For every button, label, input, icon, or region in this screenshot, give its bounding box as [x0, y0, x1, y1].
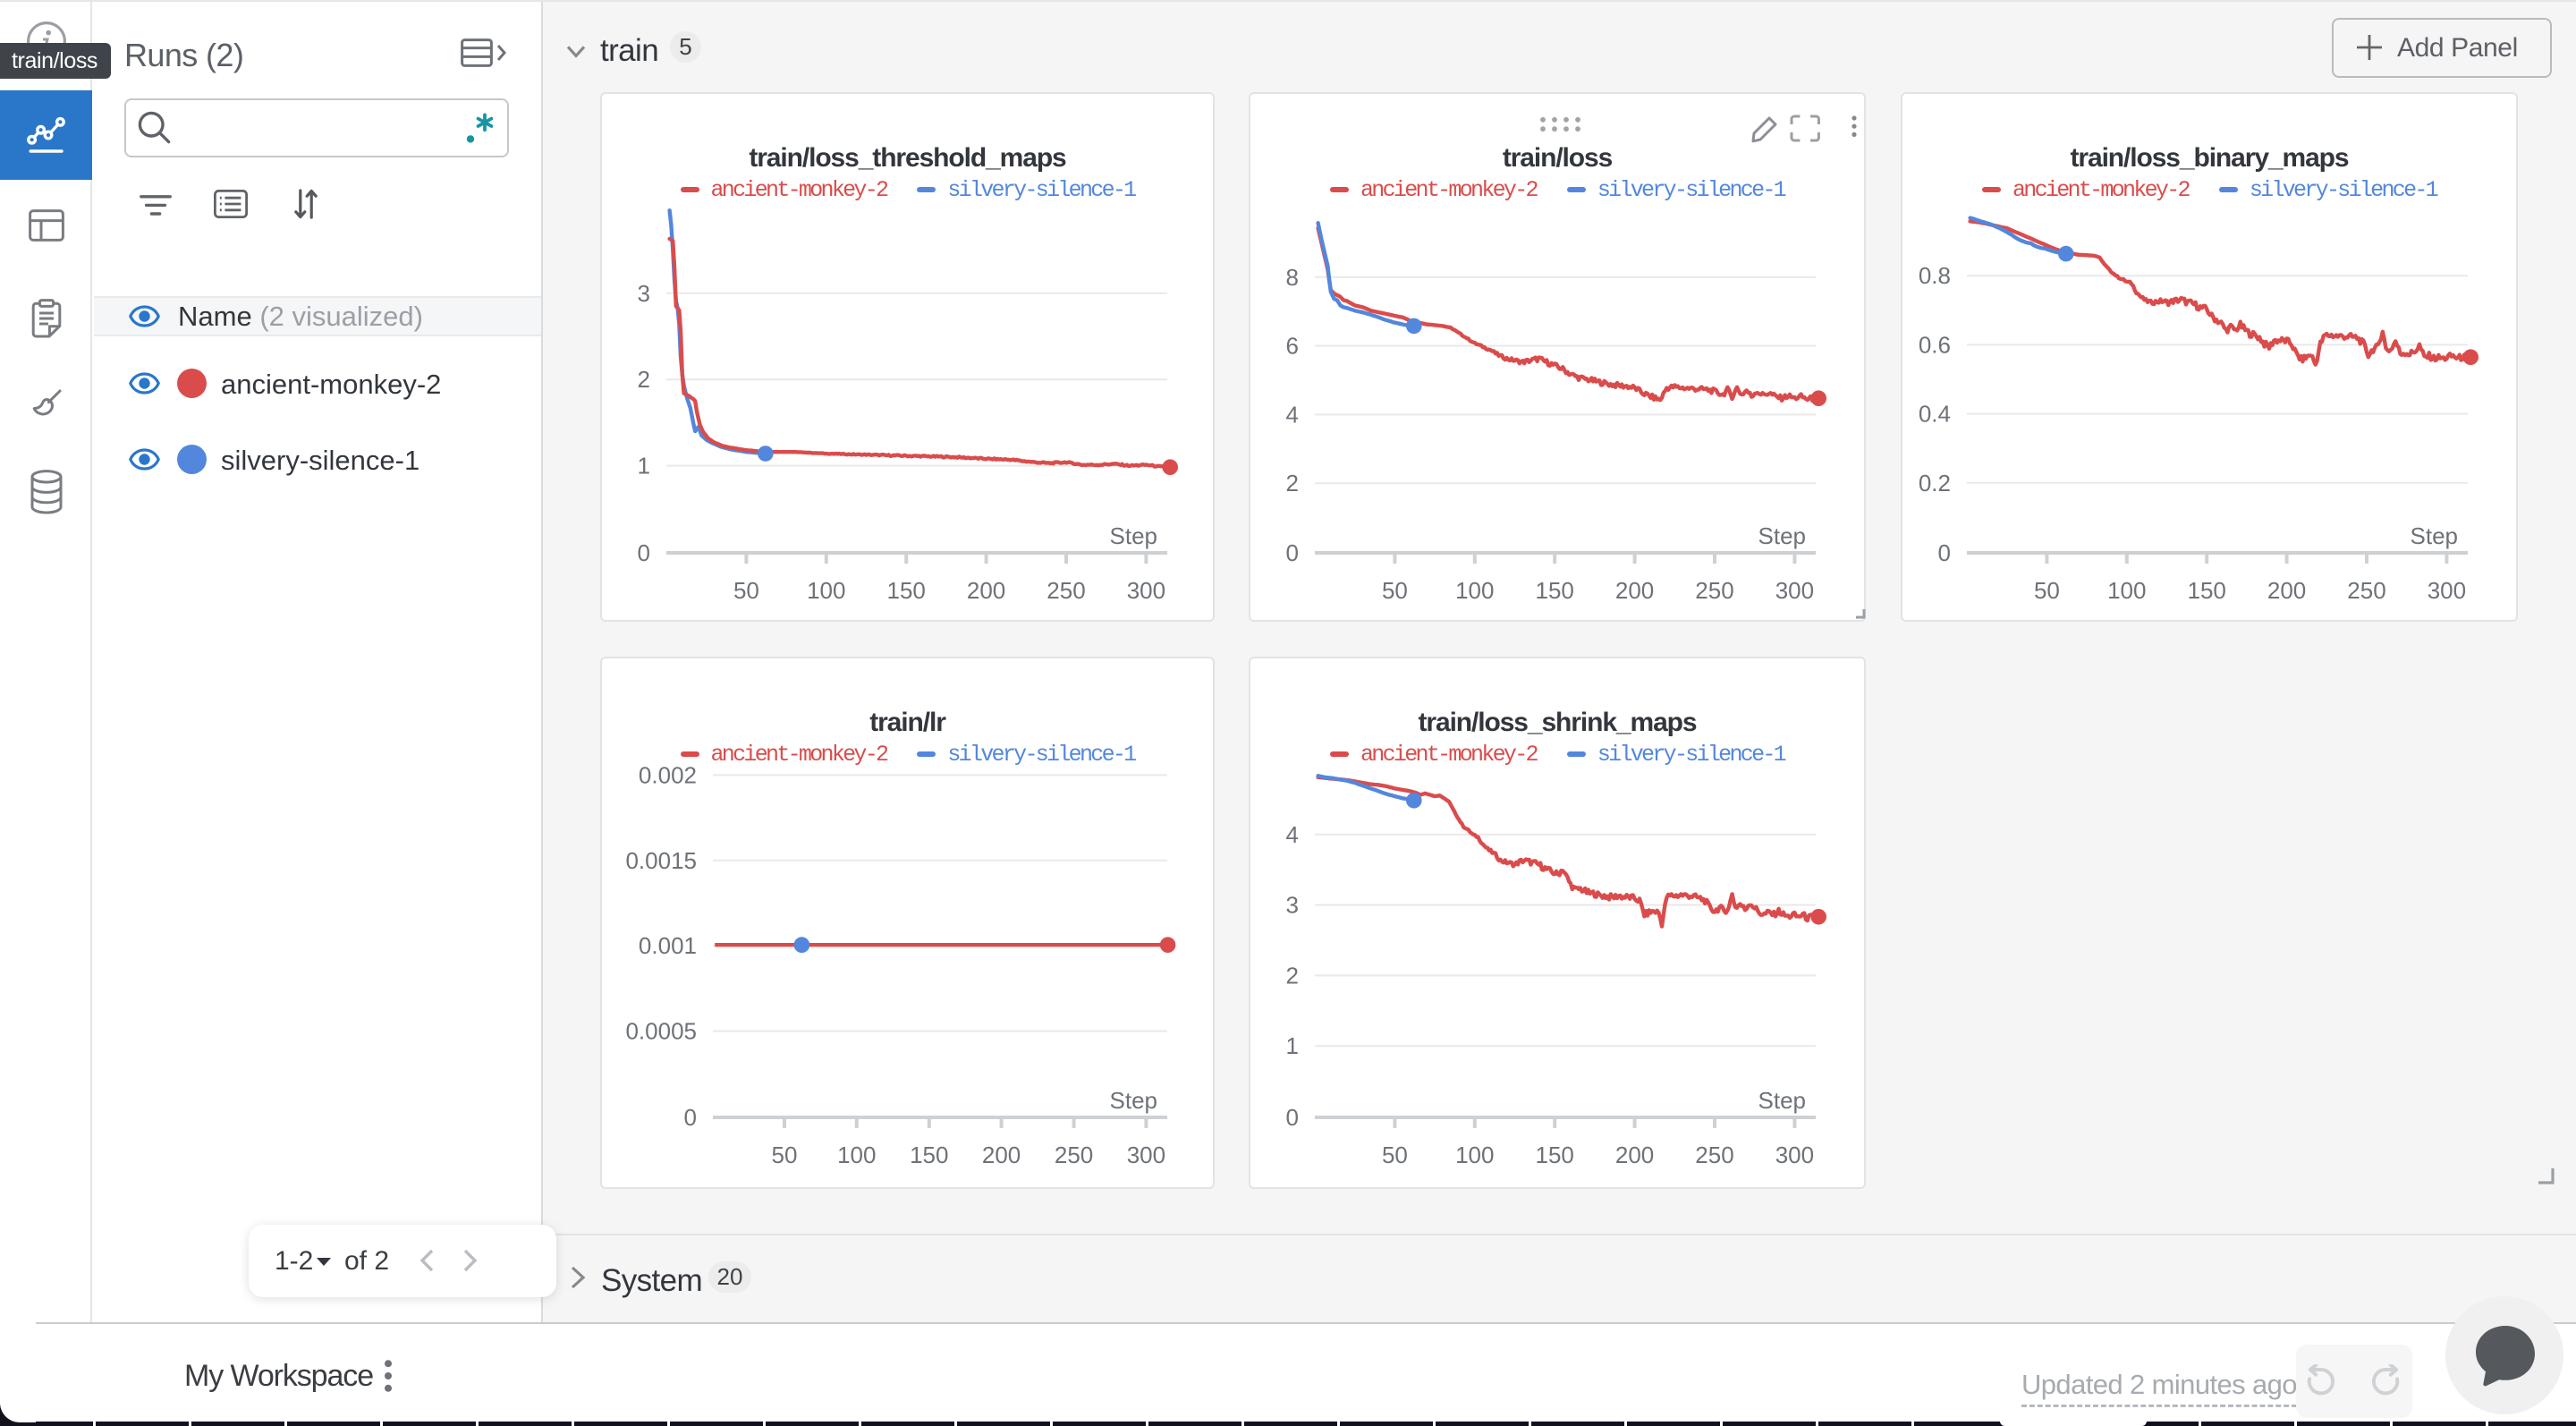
svg-text:Step: Step: [2411, 522, 2459, 549]
svg-text:250: 250: [1055, 1142, 1093, 1168]
svg-text:8: 8: [1286, 264, 1299, 291]
svg-text:250: 250: [2347, 577, 2385, 604]
svg-text:2: 2: [1286, 470, 1299, 497]
svg-text:300: 300: [1775, 1142, 1814, 1168]
svg-text:3: 3: [1286, 892, 1299, 919]
svg-text:Step: Step: [1110, 522, 1158, 549]
svg-text:0.0005: 0.0005: [625, 1018, 697, 1045]
svg-text:0.4: 0.4: [1919, 401, 1951, 428]
svg-text:0.0015: 0.0015: [625, 847, 697, 874]
svg-text:250: 250: [1046, 577, 1085, 604]
svg-text:0: 0: [1286, 539, 1299, 566]
svg-text:150: 150: [2188, 577, 2226, 604]
svg-text:0: 0: [1938, 539, 1951, 566]
svg-text:200: 200: [1615, 577, 1654, 604]
svg-text:50: 50: [733, 577, 759, 604]
svg-text:3: 3: [638, 280, 650, 307]
svg-text:200: 200: [967, 577, 1005, 604]
svg-text:0.002: 0.002: [639, 761, 697, 788]
svg-text:100: 100: [1455, 1142, 1494, 1168]
svg-text:200: 200: [2267, 577, 2306, 604]
svg-text:0.8: 0.8: [1919, 262, 1951, 289]
svg-text:50: 50: [1382, 577, 1408, 604]
svg-text:300: 300: [1775, 577, 1814, 604]
svg-text:150: 150: [887, 577, 926, 604]
svg-text:250: 250: [1695, 577, 1733, 604]
svg-text:50: 50: [772, 1142, 798, 1168]
svg-text:300: 300: [2428, 577, 2466, 604]
svg-text:50: 50: [1382, 1142, 1408, 1168]
svg-text:100: 100: [807, 577, 845, 604]
svg-text:0: 0: [684, 1104, 697, 1131]
svg-text:4: 4: [1286, 401, 1299, 428]
svg-text:100: 100: [837, 1142, 876, 1168]
svg-text:2: 2: [1286, 962, 1299, 989]
svg-text:150: 150: [910, 1142, 948, 1168]
svg-text:2: 2: [638, 366, 650, 393]
svg-text:Step: Step: [1110, 1087, 1158, 1114]
svg-text:1: 1: [1286, 1032, 1299, 1059]
svg-text:Step: Step: [1758, 1087, 1807, 1114]
svg-text:6: 6: [1286, 333, 1299, 360]
svg-text:250: 250: [1695, 1142, 1733, 1168]
svg-text:0.2: 0.2: [1919, 470, 1951, 497]
svg-text:200: 200: [982, 1142, 1021, 1168]
svg-text:4: 4: [1286, 821, 1299, 848]
svg-text:300: 300: [1127, 1142, 1165, 1168]
svg-text:300: 300: [1127, 577, 1165, 604]
svg-text:100: 100: [1455, 577, 1494, 604]
svg-text:1: 1: [638, 453, 650, 480]
svg-text:200: 200: [1615, 1142, 1654, 1168]
svg-text:0: 0: [638, 539, 650, 566]
svg-text:100: 100: [2107, 577, 2146, 604]
svg-text:Step: Step: [1758, 522, 1807, 549]
svg-text:0.6: 0.6: [1919, 331, 1951, 358]
svg-text:0: 0: [1286, 1104, 1299, 1131]
svg-text:0.001: 0.001: [639, 932, 697, 959]
svg-text:50: 50: [2034, 577, 2060, 604]
svg-text:150: 150: [1536, 1142, 1574, 1168]
svg-text:150: 150: [1536, 577, 1574, 604]
